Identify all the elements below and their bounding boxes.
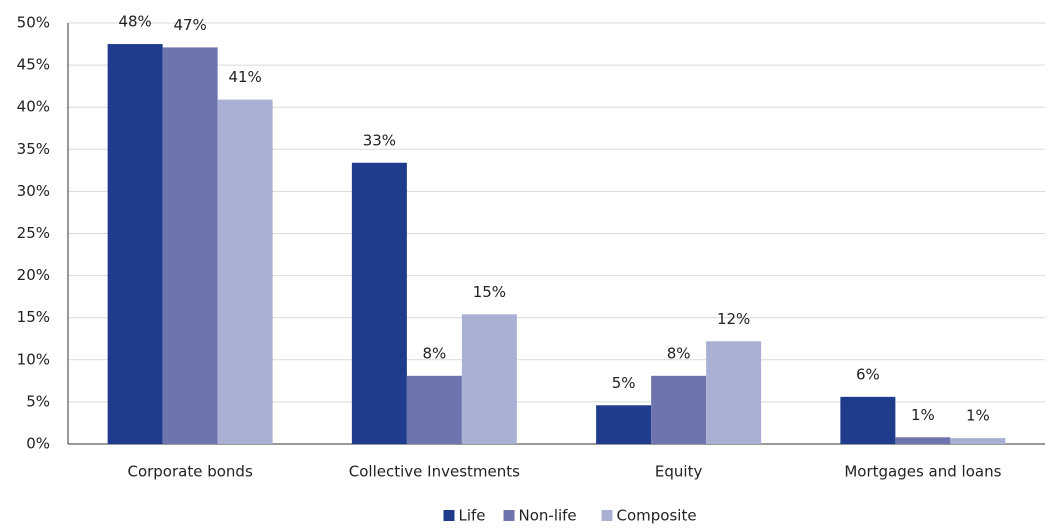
value-label: 6% [856,365,880,383]
value-label: 5% [612,374,636,392]
y-tick-label: 50% [17,14,50,32]
value-label: 8% [667,344,691,362]
legend-swatch [443,510,455,521]
y-tick-label: 0% [26,435,50,453]
bar [840,396,896,444]
bar [351,162,407,444]
y-tick-label: 25% [17,224,50,242]
bar [217,99,273,444]
value-label: 15% [473,283,506,301]
bar [895,437,951,444]
value-label: 41% [228,68,261,86]
value-label: 1% [966,407,990,425]
value-label: 33% [363,131,396,149]
y-tick-label: 35% [17,140,50,158]
bar [651,375,707,444]
x-tick-label: Equity [655,463,703,481]
y-tick-label: 20% [17,266,50,284]
legend: Life Non-life Composite [443,507,697,525]
x-tick-label: Mortgages and loans [844,463,1001,481]
value-label: 12% [717,310,750,328]
y-tick-label: 10% [17,350,50,368]
bar [596,405,652,444]
legend-label: Non-life [519,507,577,525]
value-label: 1% [911,406,935,424]
legend-swatch [601,510,613,521]
bar [162,47,218,444]
y-tick-label: 15% [17,308,50,326]
y-tick-label: 40% [17,98,50,116]
legend-label: Composite [617,507,697,525]
value-label: 8% [422,344,446,362]
value-label: 48% [118,13,151,31]
bar [406,375,462,444]
x-tick-label: Corporate bonds [127,463,252,481]
y-tick-label: 5% [26,392,50,410]
legend-swatch [503,510,515,521]
bar [706,341,762,444]
y-tick-label: 30% [17,182,50,200]
bar [950,438,1006,444]
bar [461,314,517,444]
x-tick-label: Collective Investments [349,463,520,481]
value-label: 47% [173,16,206,34]
legend-label: Life [459,507,486,525]
y-tick-label: 45% [17,56,50,74]
bar [107,44,163,445]
